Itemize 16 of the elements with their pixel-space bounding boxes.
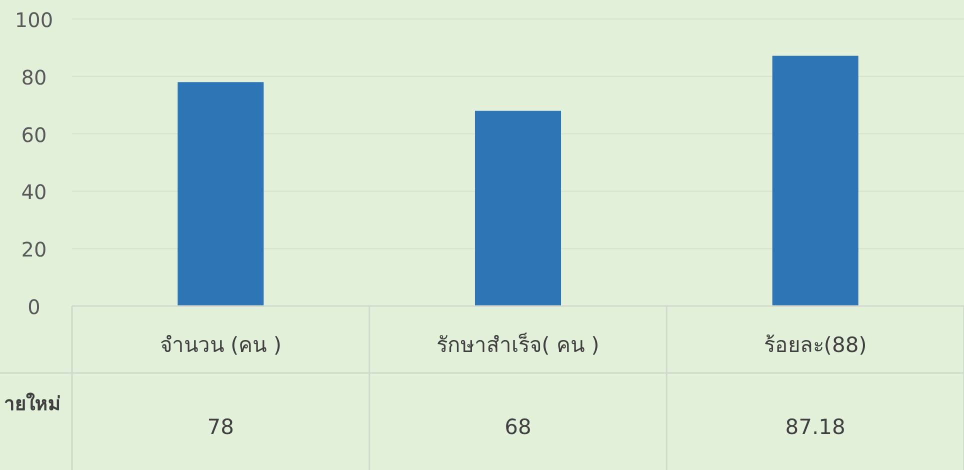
data-label: 78	[207, 415, 234, 439]
x-tick-label: จำนวน (คน )	[160, 333, 282, 357]
x-tick-label: รักษาสำเร็จ( คน )	[436, 331, 600, 357]
y-tick-label: 60	[21, 122, 47, 147]
data-label: 87.18	[785, 415, 846, 439]
bar	[772, 56, 858, 306]
bar	[475, 110, 561, 306]
y-tick-label: 20	[21, 238, 47, 262]
data-label: 68	[504, 415, 532, 439]
y-tick-label: 100	[14, 8, 54, 32]
x-tick-label: ร้อยละ(88)	[764, 333, 867, 357]
bar	[178, 82, 264, 306]
y-tick-label: 0	[28, 295, 40, 319]
y-tick-label: 80	[21, 65, 47, 90]
text: ายใหม่	[4, 392, 61, 415]
y-tick-label: 40	[21, 180, 47, 204]
